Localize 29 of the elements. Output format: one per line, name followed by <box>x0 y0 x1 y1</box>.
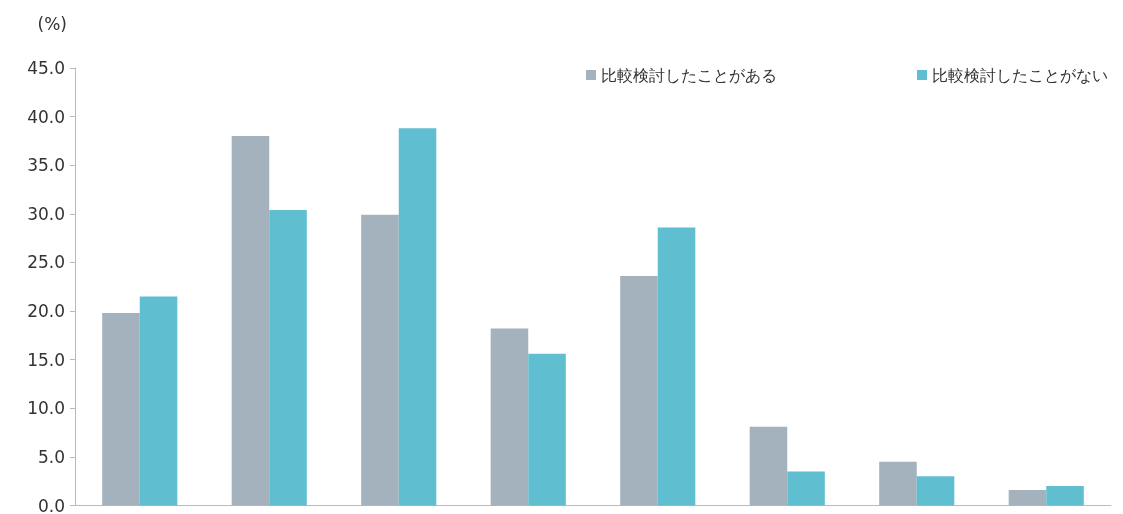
bar <box>269 209 307 506</box>
y-tick-label: 30.0 <box>27 203 65 224</box>
legend-label: 比較検討したことがある <box>601 65 777 85</box>
bar <box>139 296 178 506</box>
bar <box>398 128 437 506</box>
y-tick-label: 40.0 <box>27 106 65 127</box>
y-axis-title: (%) <box>37 13 67 34</box>
bar <box>787 471 825 506</box>
legend-label: 比較検討したことがない <box>932 65 1108 85</box>
bar <box>231 136 270 506</box>
bar <box>916 476 955 506</box>
y-tick-label: 25.0 <box>27 252 65 273</box>
bar <box>490 328 529 506</box>
bar <box>879 461 917 506</box>
bar <box>1008 489 1047 506</box>
y-tick-label: 35.0 <box>27 155 65 176</box>
bar <box>620 276 658 506</box>
y-tick-label: 5.0 <box>37 446 65 467</box>
bar <box>1046 486 1084 506</box>
bar <box>361 214 399 506</box>
bar <box>749 426 788 506</box>
bar <box>102 313 140 506</box>
y-tick-label: 0.0 <box>37 495 65 514</box>
bar <box>528 353 566 506</box>
y-tick-label: 20.0 <box>27 301 65 322</box>
y-tick-label: 15.0 <box>27 349 65 370</box>
y-tick-label: 45.0 <box>27 58 65 78</box>
y-tick-label: 10.0 <box>27 398 65 419</box>
bar <box>657 227 696 506</box>
